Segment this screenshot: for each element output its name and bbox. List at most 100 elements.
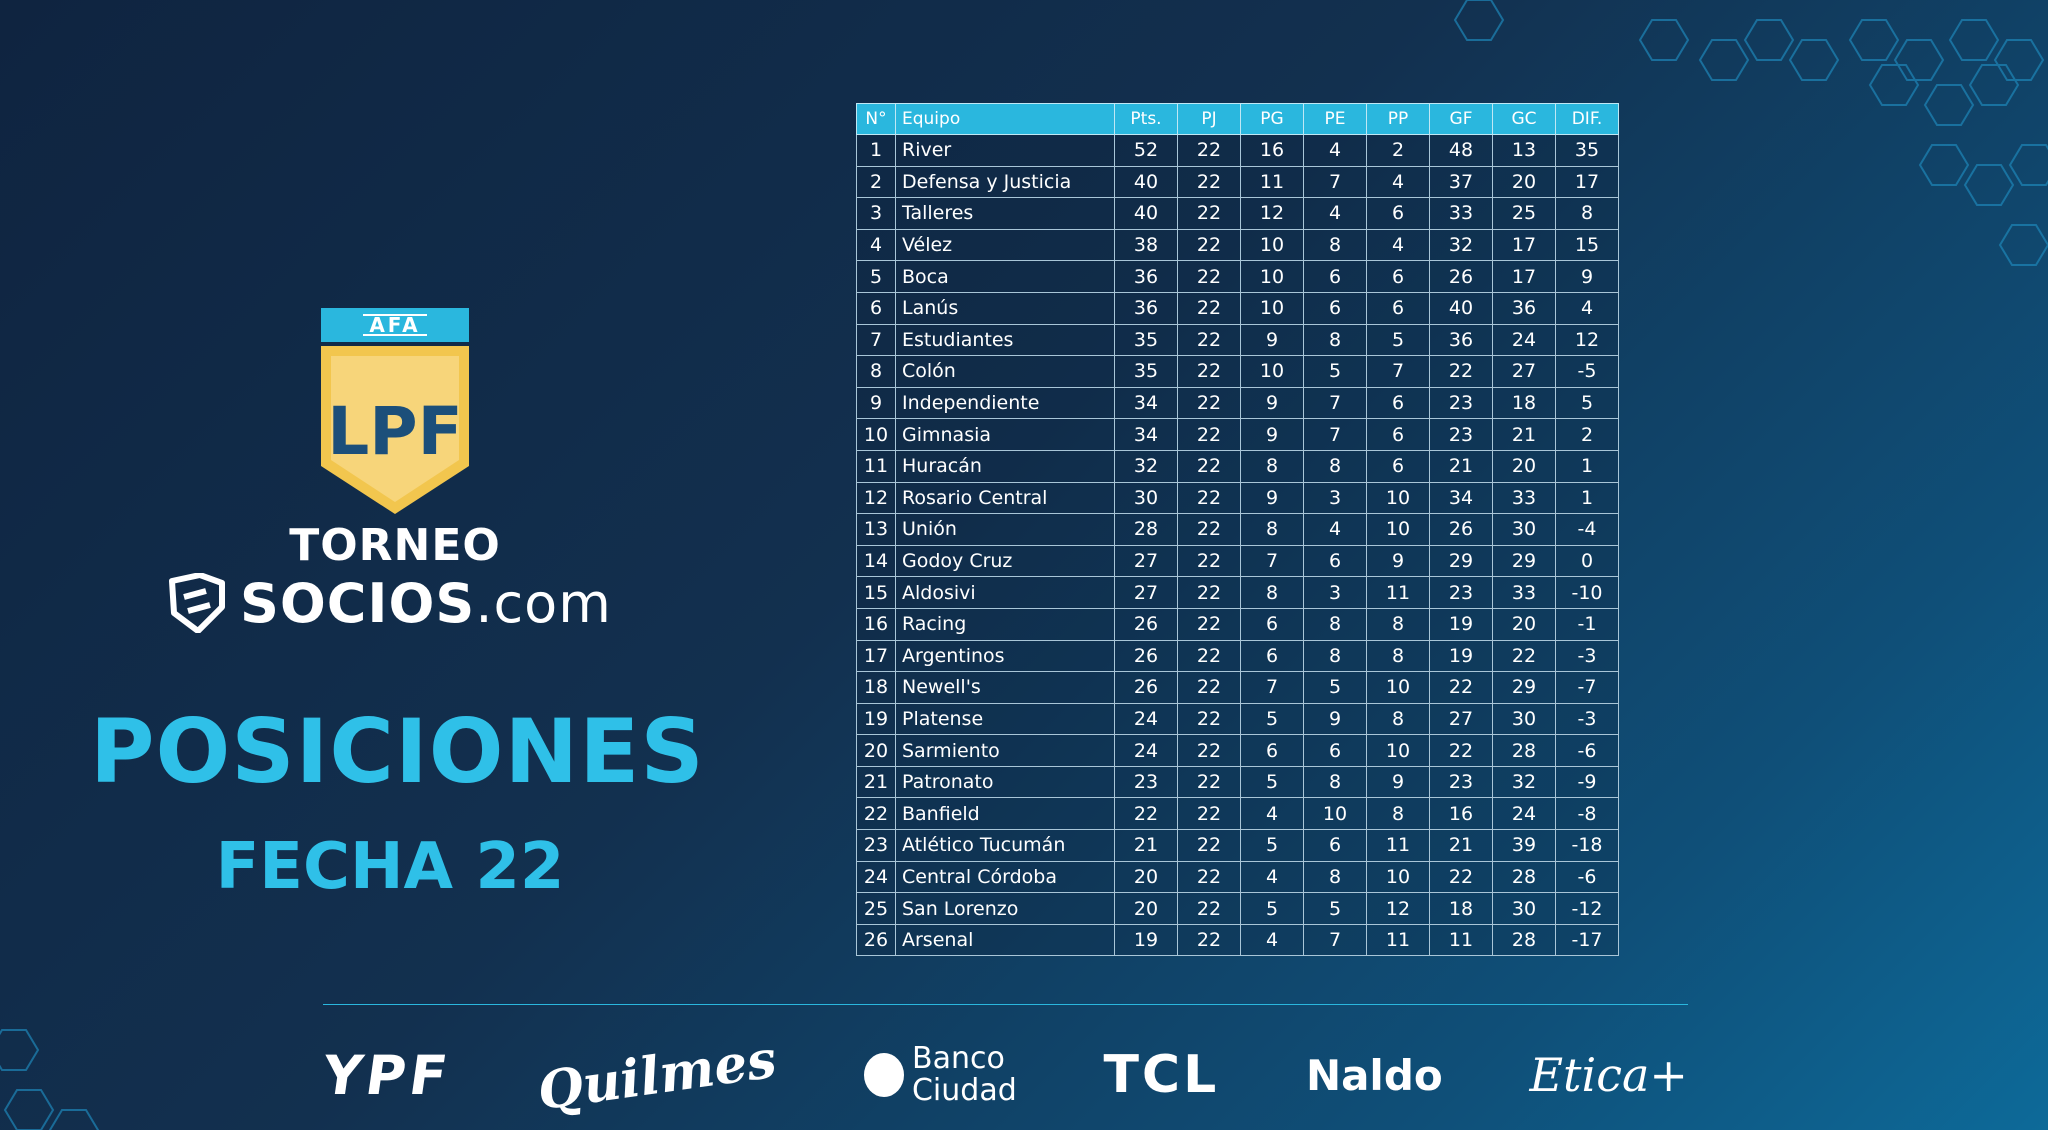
stat-cell: 22 (1177, 923, 1241, 957)
stat-cell: 12 (1240, 197, 1304, 230)
stat-cell: 36 (1114, 260, 1178, 293)
stat-cell: 29 (1492, 544, 1556, 578)
stat-cell: 22 (1177, 386, 1241, 420)
stat-cell: 8 (1240, 513, 1304, 546)
stat-cell: 18 (1429, 892, 1493, 925)
stat-cell: 4 (1240, 797, 1304, 831)
stat-cell: 6 (1303, 544, 1367, 578)
stat-cell: 52 (1114, 134, 1178, 167)
stat-cell: 1 (1555, 449, 1619, 483)
team-cell: Gimnasia (895, 418, 1115, 451)
team-cell: Unión (895, 513, 1115, 546)
stat-cell: 5 (1303, 355, 1367, 388)
stat-cell: 22 (1177, 860, 1241, 894)
banco-line2: Ciudad (911, 1073, 1017, 1108)
team-cell: Banfield (895, 797, 1115, 831)
stat-cell: 34 (1114, 418, 1178, 451)
stat-cell: 30 (1114, 481, 1178, 515)
stat-cell: 19 (1429, 607, 1493, 641)
stat-cell: 22 (1177, 291, 1241, 325)
stat-cell: 2 (1366, 134, 1430, 167)
team-cell: Huracán (895, 449, 1115, 483)
stat-cell: 4 (1366, 228, 1430, 262)
stat-cell: 34 (1114, 386, 1178, 420)
stat-cell: 22 (1177, 797, 1241, 831)
team-cell: Patronato (895, 765, 1115, 799)
stat-cell: 22 (1177, 639, 1241, 673)
stat-cell: -10 (1555, 576, 1619, 609)
stat-cell: 22 (1177, 607, 1241, 641)
table-row: 8 Colón 35 22 10 5 7 22 27 -5 (856, 355, 1619, 388)
table-row: 19 Platense 24 22 5 9 8 27 30 -3 (856, 702, 1619, 736)
stat-cell: 28 (1114, 513, 1178, 546)
team-cell: River (895, 134, 1115, 167)
table-row: 16 Racing 26 22 6 8 8 19 20 -1 (856, 607, 1619, 641)
table-row: 10 Gimnasia 34 22 9 7 6 23 21 2 (856, 418, 1619, 451)
stat-cell: -5 (1555, 355, 1619, 388)
stat-cell: 30 (1492, 513, 1556, 546)
stat-cell: 24 (1114, 734, 1178, 767)
table-row: 3 Talleres 40 22 12 4 6 33 25 8 (856, 197, 1619, 230)
stat-cell: 8 (1366, 607, 1430, 641)
naldo-logo: Naldo (1305, 1050, 1443, 1100)
stat-cell: 19 (1114, 923, 1178, 957)
position-cell: 26 (856, 923, 896, 957)
header-cell: GF (1429, 103, 1493, 135)
standings-body: 1 River 52 22 16 4 2 48 13 35 2 Defensa y Justicia 4… (856, 134, 1619, 957)
header-cell: DIF. (1555, 103, 1619, 135)
stat-cell: 4 (1240, 923, 1304, 957)
team-cell: Platense (895, 702, 1115, 736)
stat-cell: 37 (1429, 165, 1493, 199)
stat-cell: 22 (1177, 197, 1241, 230)
stat-cell: 22 (1177, 734, 1241, 767)
stat-cell: 20 (1492, 607, 1556, 641)
stat-cell: 20 (1114, 860, 1178, 894)
stat-cell: 8 (1303, 860, 1367, 894)
stat-cell: 27 (1114, 544, 1178, 578)
stat-cell: 22 (1177, 481, 1241, 515)
stat-cell: 26 (1114, 639, 1178, 673)
stat-cell: 4 (1303, 134, 1367, 167)
stat-cell: 23 (1429, 576, 1493, 609)
stat-cell: 40 (1114, 197, 1178, 230)
stat-cell: 9 (1240, 481, 1304, 515)
table-row: 9 Independiente 34 22 9 7 6 23 18 5 (856, 386, 1619, 420)
team-cell: Godoy Cruz (895, 544, 1115, 578)
stat-cell: 5 (1366, 323, 1430, 357)
sponsor-strip: YPF Quilmes Banco Ciudad TCL Naldo Etica… (319, 1028, 1688, 1122)
team-cell: Arsenal (895, 923, 1115, 957)
stat-cell: 11 (1366, 576, 1430, 609)
stat-cell: 3 (1303, 481, 1367, 515)
torneo-label: TORNEO (289, 520, 501, 571)
stat-cell: 6 (1303, 260, 1367, 293)
afa-banner: AFA (321, 308, 469, 342)
stat-cell: 34 (1429, 481, 1493, 515)
stat-cell: -3 (1555, 639, 1619, 673)
stat-cell: 35 (1114, 323, 1178, 357)
stat-cell: 6 (1303, 734, 1367, 767)
stat-cell: 5 (1240, 702, 1304, 736)
stat-cell: 32 (1492, 765, 1556, 799)
stat-cell: 33 (1492, 576, 1556, 609)
position-cell: 6 (856, 291, 896, 325)
stat-cell: 0 (1555, 544, 1619, 578)
stat-cell: 29 (1429, 544, 1493, 578)
stat-cell: 10 (1366, 734, 1430, 767)
stat-cell: 5 (1240, 829, 1304, 862)
banco-ciudad-logo: Banco Ciudad (863, 1041, 1017, 1108)
position-cell: 24 (856, 860, 896, 894)
stat-cell: 22 (1429, 734, 1493, 767)
team-cell: Sarmiento (895, 734, 1115, 767)
stat-cell: 18 (1492, 386, 1556, 420)
stat-cell: 36 (1492, 291, 1556, 325)
stat-cell: 6 (1366, 291, 1430, 325)
etica-logo: Etica+ (1529, 1048, 1688, 1102)
stat-cell: 8 (1303, 228, 1367, 262)
stat-cell: 33 (1492, 481, 1556, 515)
banco-line1: Banco (911, 1041, 1005, 1076)
stat-cell: 5 (1555, 386, 1619, 420)
stat-cell: 9 (1366, 765, 1430, 799)
table-row: 4 Vélez 38 22 10 8 4 32 17 15 (856, 228, 1619, 262)
stat-cell: 23 (1429, 765, 1493, 799)
stat-cell: 7 (1366, 355, 1430, 388)
